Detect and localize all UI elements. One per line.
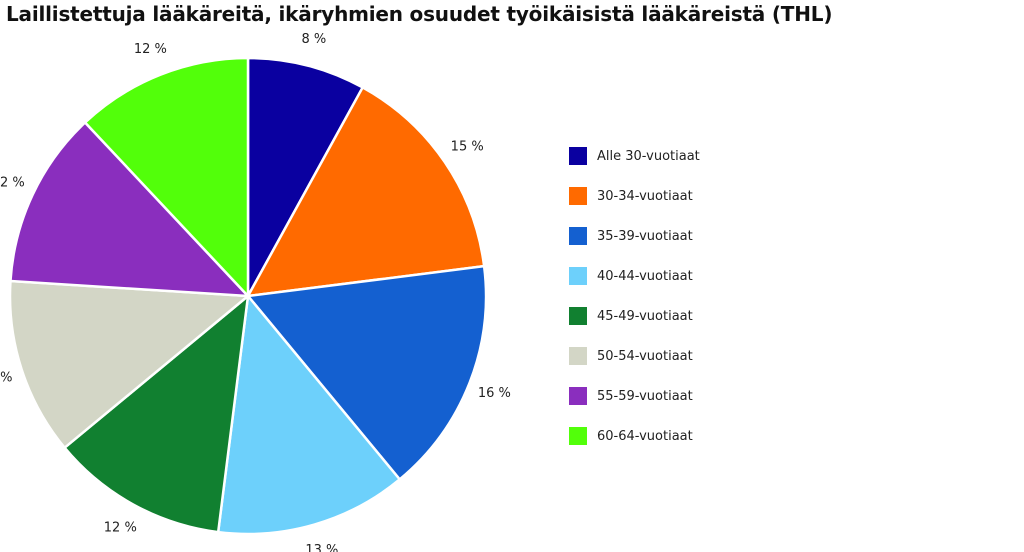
slice-label-60-64-vuotiaat: 12 % [134,42,167,57]
legend-item-alle-30-vuotiaat: Alle 30-vuotiaat [569,146,700,166]
legend-item-50-54-vuotiaat: 50-54-vuotiaat [569,346,700,366]
legend-swatch [569,227,587,245]
pie-slice-60-64-vuotiaat [83,56,250,298]
legend-item-30-34-vuotiaat: 30-34-vuotiaat [569,186,700,206]
pie-slice-50-54-vuotiaat [8,279,250,449]
legend-swatch [569,387,587,405]
legend-label: 40-44-vuotiaat [597,268,693,284]
chart-title: Laillistettuja lääkäreitä, ikäryhmien os… [6,2,833,26]
legend-swatch [569,267,587,285]
legend-swatch [569,187,587,205]
legend-swatch [569,347,587,365]
legend-label: 45-49-vuotiaat [597,308,693,324]
legend-item-60-64-vuotiaat: 60-64-vuotiaat [569,426,700,446]
slice-label-55-59-vuotiaat: 12 % [0,176,25,191]
legend-label: 50-54-vuotiaat [597,348,693,364]
pie-slice-30-34-vuotiaat [246,86,486,298]
pie-slice-55-59-vuotiaat [9,121,250,298]
legend-label: 60-64-vuotiaat [597,428,693,444]
legend-item-45-49-vuotiaat: 45-49-vuotiaat [569,306,700,326]
chart-legend: Alle 30-vuotiaat 30-34-vuotiaat 35-39-vuot… [569,146,700,466]
legend-label: 55-59-vuotiaat [597,388,693,404]
pie-slice-45-49-vuotiaat [63,294,250,534]
legend-swatch [569,427,587,445]
legend-label: 35-39-vuotiaat [597,228,693,244]
pie-slice-40-44-vuotiaat [216,294,401,536]
legend-item-35-39-vuotiaat: 35-39-vuotiaat [569,226,700,246]
slice-label-40-44-vuotiaat: 13 % [305,543,338,552]
legend-label: Alle 30-vuotiaat [597,148,700,164]
legend-item-40-44-vuotiaat: 40-44-vuotiaat [569,266,700,286]
legend-label: 30-34-vuotiaat [597,188,693,204]
slice-label-50-54-vuotiaat: 12 % [0,370,13,385]
legend-swatch [569,307,587,325]
slice-label-35-39-vuotiaat: 16 % [478,386,511,401]
pie-slice-35-39-vuotiaat [246,264,488,481]
pie-slice-alle-30-vuotiaat [246,56,364,298]
pie-chart: 8 % 15 % 16 % 13 % 12 % 12 % 12 % 12 % [0,32,511,552]
legend-swatch [569,147,587,165]
slice-label-45-49-vuotiaat: 12 % [104,521,137,536]
legend-item-55-59-vuotiaat: 55-59-vuotiaat [569,386,700,406]
slice-label-30-34-vuotiaat: 15 % [451,140,484,155]
slice-label-alle-30-vuotiaat: 8 % [302,32,327,47]
